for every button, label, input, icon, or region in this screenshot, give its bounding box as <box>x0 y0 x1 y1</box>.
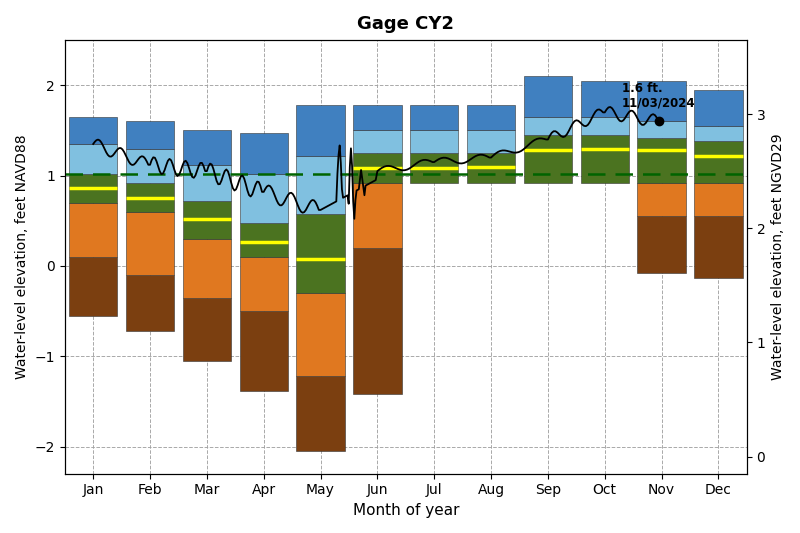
Text: 1.6 ft.
11/03/2024: 1.6 ft. 11/03/2024 <box>622 82 695 110</box>
Y-axis label: Water-level elevation, feet NAVD88: Water-level elevation, feet NAVD88 <box>15 135 29 379</box>
Bar <box>354 105 402 131</box>
Bar <box>182 239 231 297</box>
Bar <box>581 81 629 117</box>
Title: Gage CY2: Gage CY2 <box>358 15 454 33</box>
Bar <box>126 122 174 149</box>
Bar <box>638 81 686 122</box>
Bar <box>126 149 174 183</box>
Bar <box>239 133 288 174</box>
Bar <box>467 131 515 153</box>
Bar <box>69 203 118 257</box>
Bar <box>638 138 686 183</box>
Bar <box>638 183 686 216</box>
Bar <box>354 153 402 183</box>
Bar <box>694 90 742 126</box>
Bar <box>69 144 118 174</box>
Bar <box>694 216 742 278</box>
Bar <box>638 216 686 273</box>
Bar <box>239 311 288 391</box>
Bar <box>694 126 742 141</box>
Bar <box>694 183 742 216</box>
Bar <box>126 212 174 275</box>
Bar <box>354 248 402 394</box>
Bar <box>69 257 118 316</box>
Bar <box>296 376 345 451</box>
Bar <box>239 174 288 223</box>
Bar <box>126 275 174 331</box>
Bar <box>182 297 231 361</box>
Bar <box>354 131 402 153</box>
Bar <box>410 131 458 153</box>
Bar <box>296 156 345 214</box>
Bar <box>296 293 345 376</box>
Bar <box>694 141 742 183</box>
Bar <box>467 153 515 183</box>
Bar <box>239 257 288 311</box>
Bar <box>467 105 515 131</box>
Bar <box>524 117 572 135</box>
Bar <box>296 105 345 156</box>
Bar <box>296 214 345 293</box>
Bar <box>182 165 231 201</box>
Bar <box>410 105 458 131</box>
Bar <box>69 117 118 144</box>
Bar <box>524 76 572 117</box>
Bar <box>524 135 572 183</box>
Bar <box>126 183 174 212</box>
Bar <box>638 122 686 138</box>
Bar <box>410 153 458 183</box>
Bar <box>182 131 231 165</box>
X-axis label: Month of year: Month of year <box>353 503 459 518</box>
Bar <box>581 135 629 183</box>
Bar <box>581 117 629 135</box>
Bar <box>182 201 231 239</box>
Bar <box>69 174 118 203</box>
Bar <box>354 183 402 248</box>
Bar <box>239 223 288 257</box>
Y-axis label: Water-level elevation, feet NGVD29: Water-level elevation, feet NGVD29 <box>771 134 785 380</box>
